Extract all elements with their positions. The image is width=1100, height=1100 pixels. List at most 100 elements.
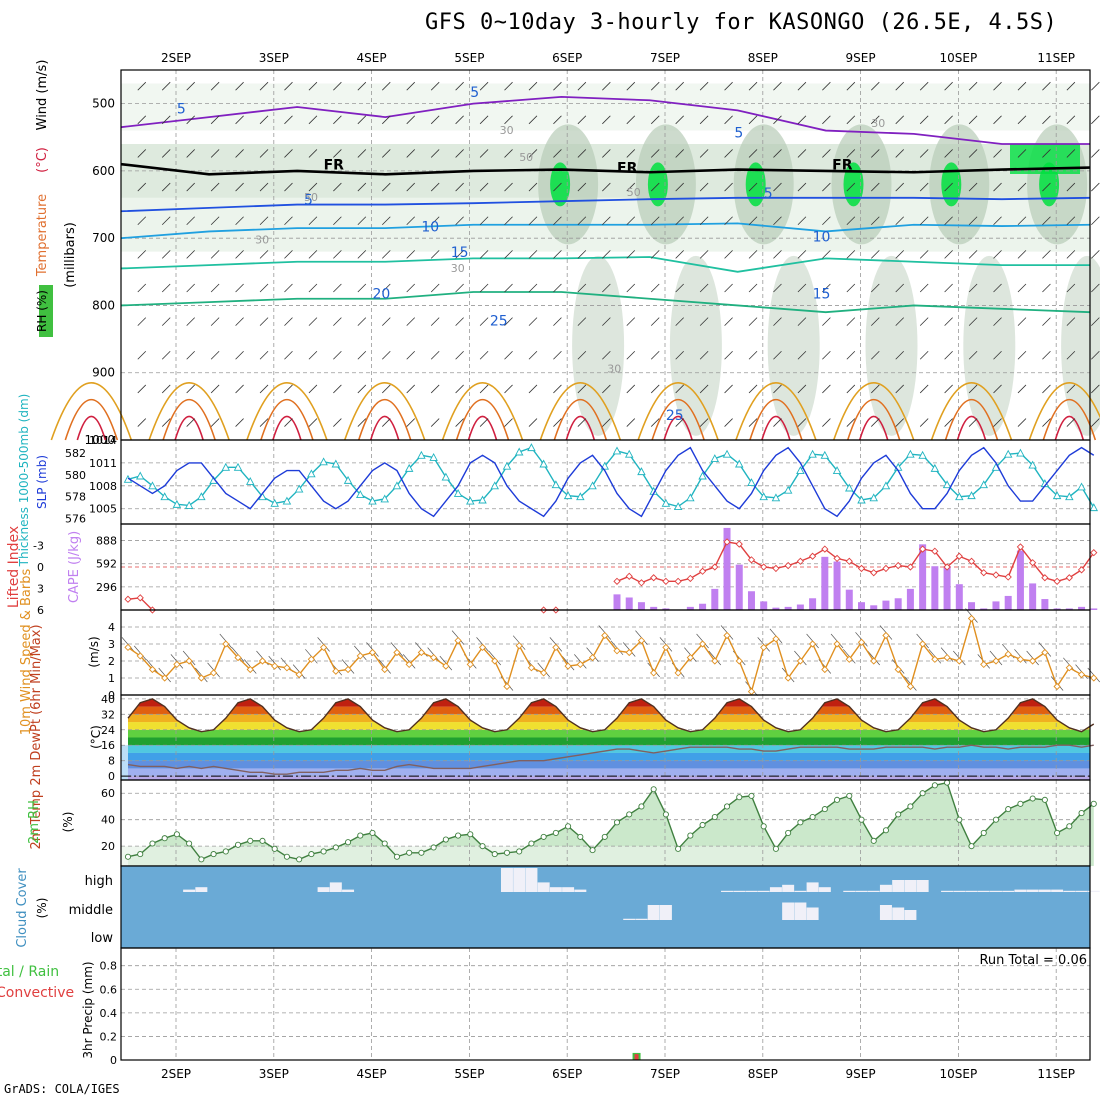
wind-barb xyxy=(308,81,318,91)
wind-barb xyxy=(724,384,733,394)
lifted-index-line-point xyxy=(980,569,988,577)
cloud-bar-middle xyxy=(782,902,795,920)
wind-barb xyxy=(773,250,782,259)
wind-barb xyxy=(210,149,220,158)
lifted-index-line-point xyxy=(808,552,817,560)
wind-barb xyxy=(333,384,342,394)
wind-barb xyxy=(895,418,905,427)
wind-barb xyxy=(333,317,342,326)
li-tick-label: 3 xyxy=(37,583,44,596)
cloud-bar-high xyxy=(1063,890,1076,892)
rh-moist-column xyxy=(1061,255,1100,436)
wind-speed-line-point xyxy=(344,665,352,674)
thickness-line-point xyxy=(1003,449,1013,458)
wind-barb xyxy=(1091,418,1100,427)
wind-speed-line-point xyxy=(466,660,474,669)
wind-speed-line-point xyxy=(552,643,560,652)
wind-barb xyxy=(577,350,587,360)
rh-line-point xyxy=(124,853,132,860)
wind-speed-line-point xyxy=(491,657,499,665)
lifted-index-line-point xyxy=(637,579,646,587)
wind-speed-line-point xyxy=(662,643,670,652)
wind-barb xyxy=(822,115,831,125)
thickness-line-point xyxy=(747,478,756,486)
wind-barb xyxy=(455,384,464,394)
wind-barb xyxy=(944,283,953,293)
rh-line-point xyxy=(821,806,828,813)
cloud-bar-high xyxy=(1051,889,1064,892)
wind-barb xyxy=(846,81,856,91)
wind-barb xyxy=(137,81,147,91)
wind-barb xyxy=(504,384,513,394)
wind-speed-line-point xyxy=(209,669,218,677)
cloud-bar-high xyxy=(818,887,831,892)
wind-barb xyxy=(846,250,856,259)
lifted-index-line-point xyxy=(882,564,890,573)
wind-speed-line-point xyxy=(674,669,682,677)
wind-barb xyxy=(699,250,709,259)
wind-barb xyxy=(968,182,978,192)
cloud-bar-middle xyxy=(659,905,672,920)
contour-label: 5 xyxy=(304,193,313,209)
wind-speed-line-point xyxy=(613,647,621,655)
date-tick-label-top: 4SEP xyxy=(357,51,387,65)
wind-barb xyxy=(577,418,587,427)
cape-bar xyxy=(919,544,927,610)
wind-barb xyxy=(504,149,513,158)
wind-barb xyxy=(944,182,953,192)
wind-barb xyxy=(186,317,195,326)
wind-barb xyxy=(186,418,195,427)
wind-barb xyxy=(504,317,513,326)
temp-tick-label: 40 xyxy=(101,693,115,706)
wind-barb xyxy=(1017,317,1027,326)
cloud-bar-high xyxy=(342,889,355,892)
date-tick-label-top: 11SEP xyxy=(1037,51,1075,65)
wind-barb xyxy=(699,115,709,125)
temp-tick-label: 16 xyxy=(101,739,115,752)
wind-barb xyxy=(430,149,440,158)
lifted-index-line-point xyxy=(1090,549,1098,557)
temp-units-label: (°C) xyxy=(89,725,103,749)
wind-barb xyxy=(968,317,978,326)
lifted-index-line-point xyxy=(1041,574,1049,582)
temperature-color-band xyxy=(128,768,1090,777)
cloud-bar-high xyxy=(1075,890,1088,892)
lifted-index-line-point xyxy=(1029,559,1037,567)
temperature-color-band xyxy=(128,714,1090,723)
thickness-line-point xyxy=(673,502,683,510)
lifted-index-line-point xyxy=(747,556,756,564)
isotherm-30 xyxy=(455,398,510,441)
wind-barb xyxy=(553,149,562,158)
wind-barb xyxy=(210,81,220,91)
wind-barb xyxy=(1017,418,1027,427)
temperature-color-band xyxy=(128,760,1090,769)
contour-label: 30 xyxy=(255,234,269,247)
wind-barb xyxy=(699,81,709,91)
wind-barb xyxy=(626,149,636,158)
wind-barb xyxy=(626,384,636,394)
wind-speed-line-point xyxy=(381,665,389,674)
thickness-axis-label: Thickness 1000-500mb (dm) xyxy=(17,394,31,568)
wind-barb xyxy=(1066,81,1076,91)
isotherm-30 xyxy=(749,398,803,441)
pressure-units-label: (millibars) xyxy=(63,222,78,288)
wind-barb xyxy=(455,81,464,91)
wind-barb xyxy=(993,317,1002,326)
wind-barb xyxy=(602,216,611,226)
wind-barb xyxy=(968,250,978,259)
cape-bar xyxy=(894,598,902,610)
wind-barb xyxy=(1091,182,1100,192)
wind-barb xyxy=(1017,384,1027,394)
lifted-index-line-point xyxy=(1077,566,1086,574)
cloud-bar-high xyxy=(904,880,917,892)
wind-barb xyxy=(919,81,929,91)
wind-barb xyxy=(968,384,978,394)
wind-speed-line-point xyxy=(711,657,719,665)
lifted-index-line-point xyxy=(662,577,670,585)
wind-barb xyxy=(1091,216,1100,226)
wind-barb xyxy=(528,250,538,259)
wind-barb xyxy=(1042,418,1051,427)
wind-barb xyxy=(944,350,953,360)
wind-barb xyxy=(724,283,733,293)
wind-speed-line-point xyxy=(258,657,267,665)
